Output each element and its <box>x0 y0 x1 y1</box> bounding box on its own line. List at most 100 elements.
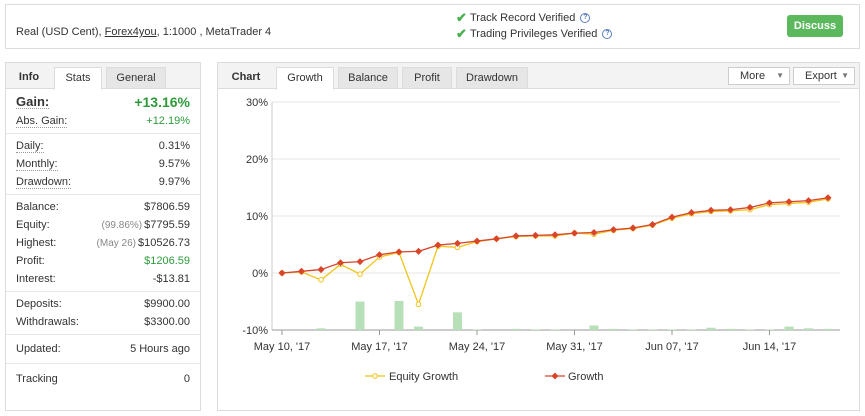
growth-point <box>356 258 364 266</box>
monthly-value: 9.57% <box>158 158 190 170</box>
y-tick-label: 0% <box>252 268 268 280</box>
volume-bar <box>589 325 599 330</box>
monthly-label[interactable]: Monthly: <box>16 157 58 171</box>
volume-bar <box>745 329 755 330</box>
trading-privileges-label: Trading Privileges Verified <box>470 28 598 40</box>
abs-gain-row: Abs. Gain: +12.19% <box>16 112 190 130</box>
equity-point <box>357 271 363 277</box>
equity-growth-line <box>281 198 829 307</box>
tab-balance[interactable]: Balance <box>338 67 398 89</box>
growth-point <box>785 198 793 206</box>
highest-label: Highest: <box>16 237 57 249</box>
growth-point <box>512 232 520 240</box>
volume-bar <box>609 328 618 330</box>
tab-stats[interactable]: Stats <box>54 67 102 90</box>
volume-bar <box>414 326 423 330</box>
highest-note: (May 26) <box>96 238 136 249</box>
growth-point <box>297 267 306 275</box>
highest-row: Highest: (May 26) $10526.73 <box>16 234 190 252</box>
daily-label[interactable]: Daily: <box>16 139 44 153</box>
equity-point <box>415 301 422 308</box>
check-icon: ✔ <box>456 26 467 41</box>
withdrawals-label: Withdrawals: <box>16 316 79 328</box>
help-icon[interactable]: ? <box>602 29 613 39</box>
growth-point <box>531 231 540 239</box>
equity-label: Equity: <box>16 219 50 231</box>
growth-chart[interactable]: 30% 20% 10% 0% -10% May 10, '17 May 17, '17 May… <box>218 90 859 411</box>
legend-equity-label: Equity Growth <box>389 371 458 383</box>
abs-gain-label[interactable]: Abs. Gain: <box>16 114 68 128</box>
growth-point <box>668 213 676 221</box>
check-icon: ✔ <box>456 10 467 25</box>
volume-bar <box>765 329 774 330</box>
interest-value: -$13.81 <box>152 273 190 285</box>
volume-bar <box>823 328 833 330</box>
updated-value: 5 Hours ago <box>130 343 190 355</box>
growth-point <box>765 199 774 207</box>
more-label: More <box>740 70 766 82</box>
discuss-button[interactable]: Discuss <box>787 15 843 37</box>
broker-link[interactable]: Forex4you <box>104 26 157 38</box>
growth-point <box>278 269 286 277</box>
volume-bar <box>453 312 462 330</box>
growth-point <box>707 206 715 214</box>
profit-value: $1206.59 <box>144 255 190 267</box>
drawdown-value: 9.97% <box>158 176 190 188</box>
account-prefix: Real (USD Cent), <box>16 26 105 38</box>
export-label: Export <box>805 70 837 82</box>
abs-gain-value: +12.19% <box>146 115 190 127</box>
drawdown-row: Drawdown: 9.97% <box>16 173 190 191</box>
chart-panel: Chart Growth Balance Profit Drawdown Mor… <box>217 62 860 411</box>
equity-note: (99.86%) <box>101 220 143 231</box>
volume-bar <box>726 328 735 330</box>
x-tick-label: May 31, '17 <box>546 341 603 353</box>
balance-value: $7806.59 <box>144 201 190 213</box>
growth-point <box>804 197 813 205</box>
rate-group: Daily: 0.31% Monthly: 9.57% Drawdown: 9.… <box>6 134 200 195</box>
highest-value: $10526.73 <box>138 237 190 249</box>
chevron-down-icon: ▼ <box>776 71 784 80</box>
drawdown-label[interactable]: Drawdown: <box>16 175 72 189</box>
growth-point <box>687 209 696 217</box>
volume-bar <box>804 328 813 330</box>
growth-point <box>609 226 618 234</box>
x-tick-label: Jun 14, '17 <box>743 341 796 353</box>
tab-general[interactable]: General <box>106 67 166 89</box>
x-tick-label: May 10, '17 <box>254 341 311 353</box>
tab-drawdown[interactable]: Drawdown <box>456 67 528 89</box>
equity-value: $7795.59 <box>144 219 190 231</box>
y-tick-label: -10% <box>242 325 268 337</box>
help-icon[interactable]: ? <box>580 13 591 23</box>
profit-row: Profit: $1206.59 <box>16 252 190 270</box>
deposits-value: $9900.00 <box>144 298 190 310</box>
info-panel: Info Stats General Gain: +13.16% Abs. Ga… <box>5 62 201 411</box>
deposit-group: Deposits: $9900.00 Withdrawals: $3300.00 <box>6 292 200 335</box>
balance-label: Balance: <box>16 201 59 213</box>
growth-point <box>395 248 403 256</box>
deposits-row: Deposits: $9900.00 <box>16 295 190 313</box>
chevron-down-icon: ▼ <box>841 71 849 80</box>
growth-point <box>492 235 501 243</box>
equity-row: Equity: (99.86%) $7795.59 <box>16 216 190 234</box>
gain-label[interactable]: Gain: <box>16 93 50 109</box>
x-tick-label: May 17, '17 <box>351 341 408 353</box>
volume-bar <box>316 328 326 330</box>
track-record-verified: ✔ Track Record Verified ? <box>456 10 591 26</box>
monthly-row: Monthly: 9.57% <box>16 155 190 173</box>
tracking-row: Tracking 0 <box>16 370 190 388</box>
legend-equity-marker <box>372 373 378 379</box>
export-dropdown[interactable]: Export ▼ <box>793 67 855 85</box>
volume-bar <box>472 329 482 330</box>
account-header: Real (USD Cent), Forex4you, 1:1000 , Met… <box>5 4 860 49</box>
tab-growth[interactable]: Growth <box>276 67 334 90</box>
interest-label: Interest: <box>16 273 56 285</box>
y-tick-label: 20% <box>246 154 268 166</box>
volume-bar <box>784 326 794 330</box>
daily-value: 0.31% <box>158 140 190 152</box>
tracking-group: Tracking 0 <box>6 364 200 391</box>
account-info: Real (USD Cent), Forex4you, 1:1000 , Met… <box>16 26 271 38</box>
tab-profit[interactable]: Profit <box>402 67 452 89</box>
daily-row: Daily: 0.31% <box>16 137 190 155</box>
volume-bar <box>667 329 677 330</box>
more-dropdown[interactable]: More ▼ <box>728 67 790 85</box>
